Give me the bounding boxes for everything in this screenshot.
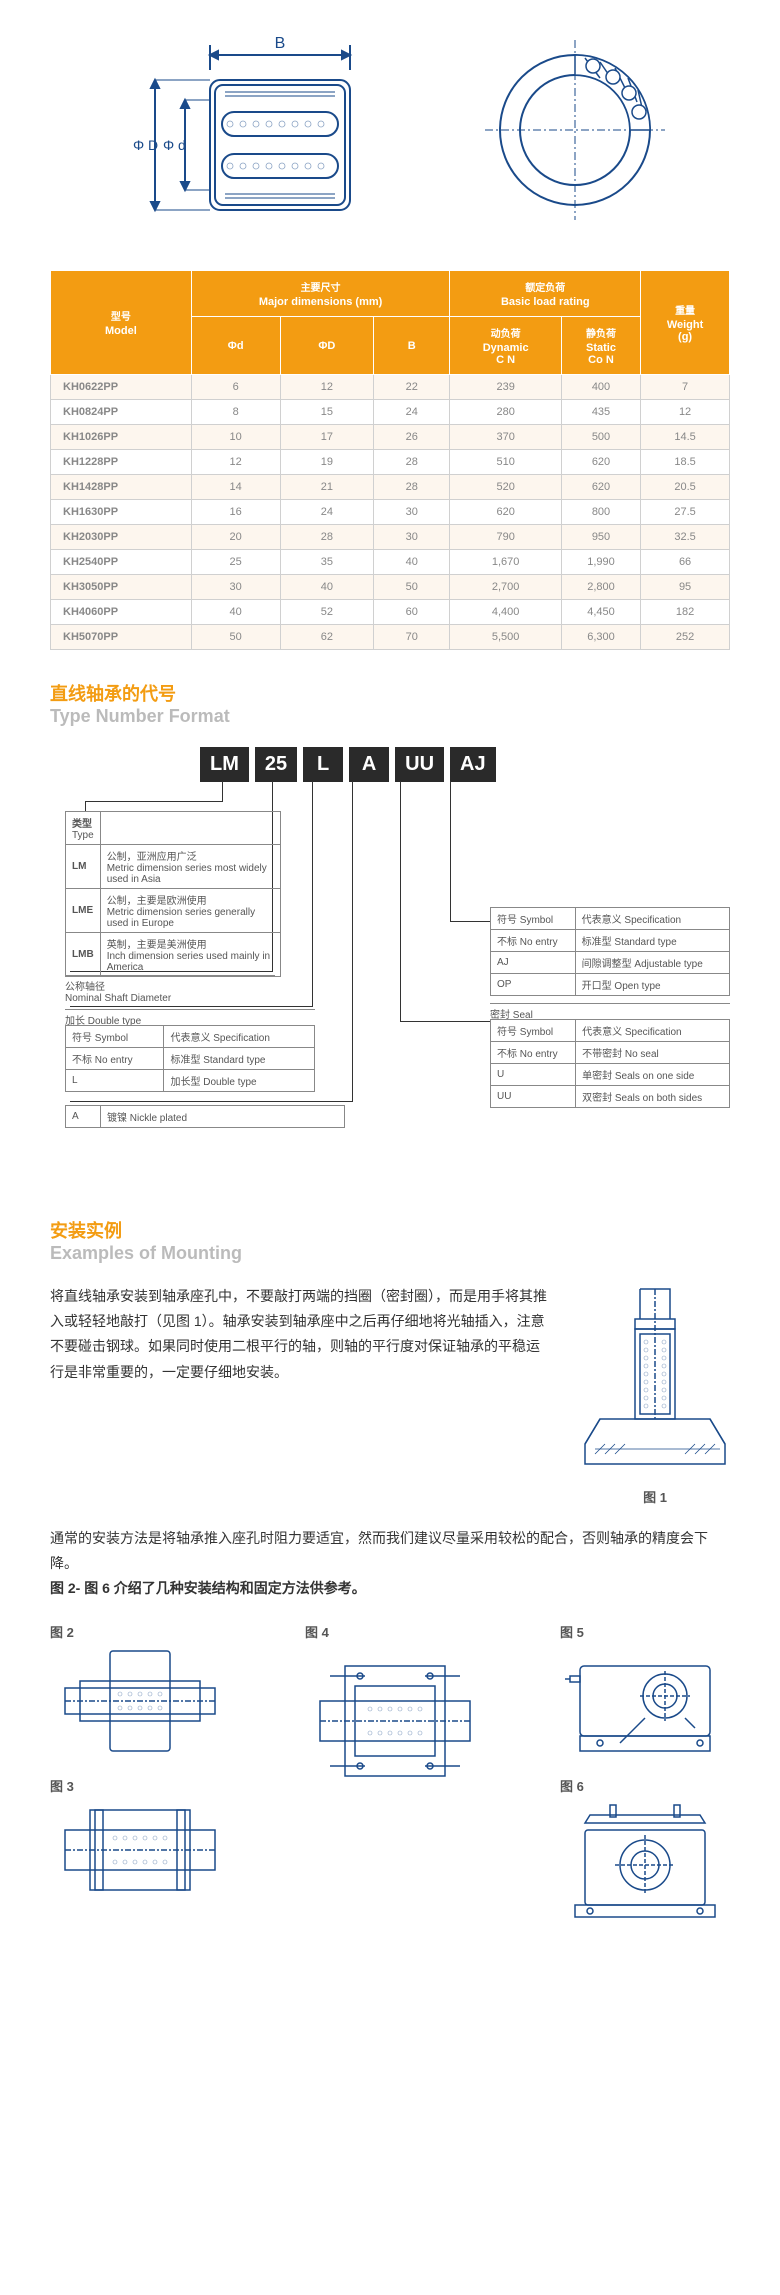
code-block: UU <box>395 747 444 782</box>
figure-6: 图 6 <box>560 1776 730 1925</box>
seal-table: 符号 Symbol代表意义 Specification 不标 No entry不… <box>490 1019 730 1108</box>
table-row: KH2030PP20283079095032.5 <box>51 525 730 550</box>
mounting-paragraph-2: 通常的安装方法是将轴承推入座孔时阻力要适宜，然而我们建议尽量采用较松的配合，否则… <box>50 1526 730 1602</box>
table-row: KH4060PP4052604,4004,450182 <box>51 600 730 625</box>
code-block: 25 <box>255 747 297 782</box>
table-row: KH3050PP3040502,7002,80095 <box>51 575 730 600</box>
adjustable-table: 符号 Symbol代表意义 Specification 不标 No entry标… <box>490 907 730 996</box>
section-title-type-format: 直线轴承的代号 Type Number Format <box>50 680 730 727</box>
code-block: L <box>303 747 343 782</box>
mounting-figures-grid: 图 2 图 3 图 4 <box>50 1622 730 1925</box>
mounting-intro: 将直线轴承安装到轴承座孔中，不要敲打两端的挡圈（密封圈），而是用手将其推入或轻轻… <box>50 1284 730 1506</box>
specifications-table: 型号Model 主要尺寸Major dimensions (mm) 额定负荷Ba… <box>50 270 730 650</box>
length-table: 符号 Symbol代表意义 Specification 不标 No entry标… <box>65 1025 315 1092</box>
table-row: KH1228PP12192851062018.5 <box>51 450 730 475</box>
table-row: KH0622PP612222394007 <box>51 375 730 400</box>
code-block: LM <box>200 747 249 782</box>
code-block: AJ <box>450 747 496 782</box>
table-row: KH2540PP2535401,6701,99066 <box>51 550 730 575</box>
table-row: KH5070PP5062705,5006,300252 <box>51 625 730 650</box>
top-technical-drawings: B Φ D Φ d <box>50 20 730 240</box>
figure-4: 图 4 <box>305 1622 485 1801</box>
type-table: 类型Type LM公制，亚洲应用广泛Metric dimension serie… <box>65 811 281 977</box>
table-row: KH1428PP14212852062020.5 <box>51 475 730 500</box>
table-row: KH1630PP16243062080027.5 <box>51 500 730 525</box>
type-number-format-diagram: LM25LAUUAJ 类型Type LM公制，亚洲应用广泛Metric dime… <box>50 747 730 1187</box>
front-view-diagram <box>485 40 665 220</box>
side-view-diagram: B Φ D Φ d <box>115 30 375 230</box>
svg-text:Φ d: Φ d <box>163 137 186 153</box>
figure-1: 图 1 <box>580 1284 730 1506</box>
figure-3: 图 3 <box>50 1776 230 1905</box>
code-block: A <box>349 747 389 782</box>
figure-2: 图 2 <box>50 1622 230 1761</box>
section-title-mounting: 安装实例 Examples of Mounting <box>50 1217 730 1264</box>
table-row: KH0824PP8152428043512 <box>51 400 730 425</box>
svg-text:B: B <box>275 35 286 52</box>
figure-5: 图 5 <box>560 1622 730 1761</box>
mounting-paragraph-1: 将直线轴承安装到轴承座孔中，不要敲打两端的挡圈（密封圈），而是用手将其推入或轻轻… <box>50 1284 550 1385</box>
table-row: KH1026PP10172637050014.5 <box>51 425 730 450</box>
nickle-row: A镀镍 Nickle plated <box>65 1105 345 1128</box>
svg-text:Φ D: Φ D <box>133 137 158 153</box>
